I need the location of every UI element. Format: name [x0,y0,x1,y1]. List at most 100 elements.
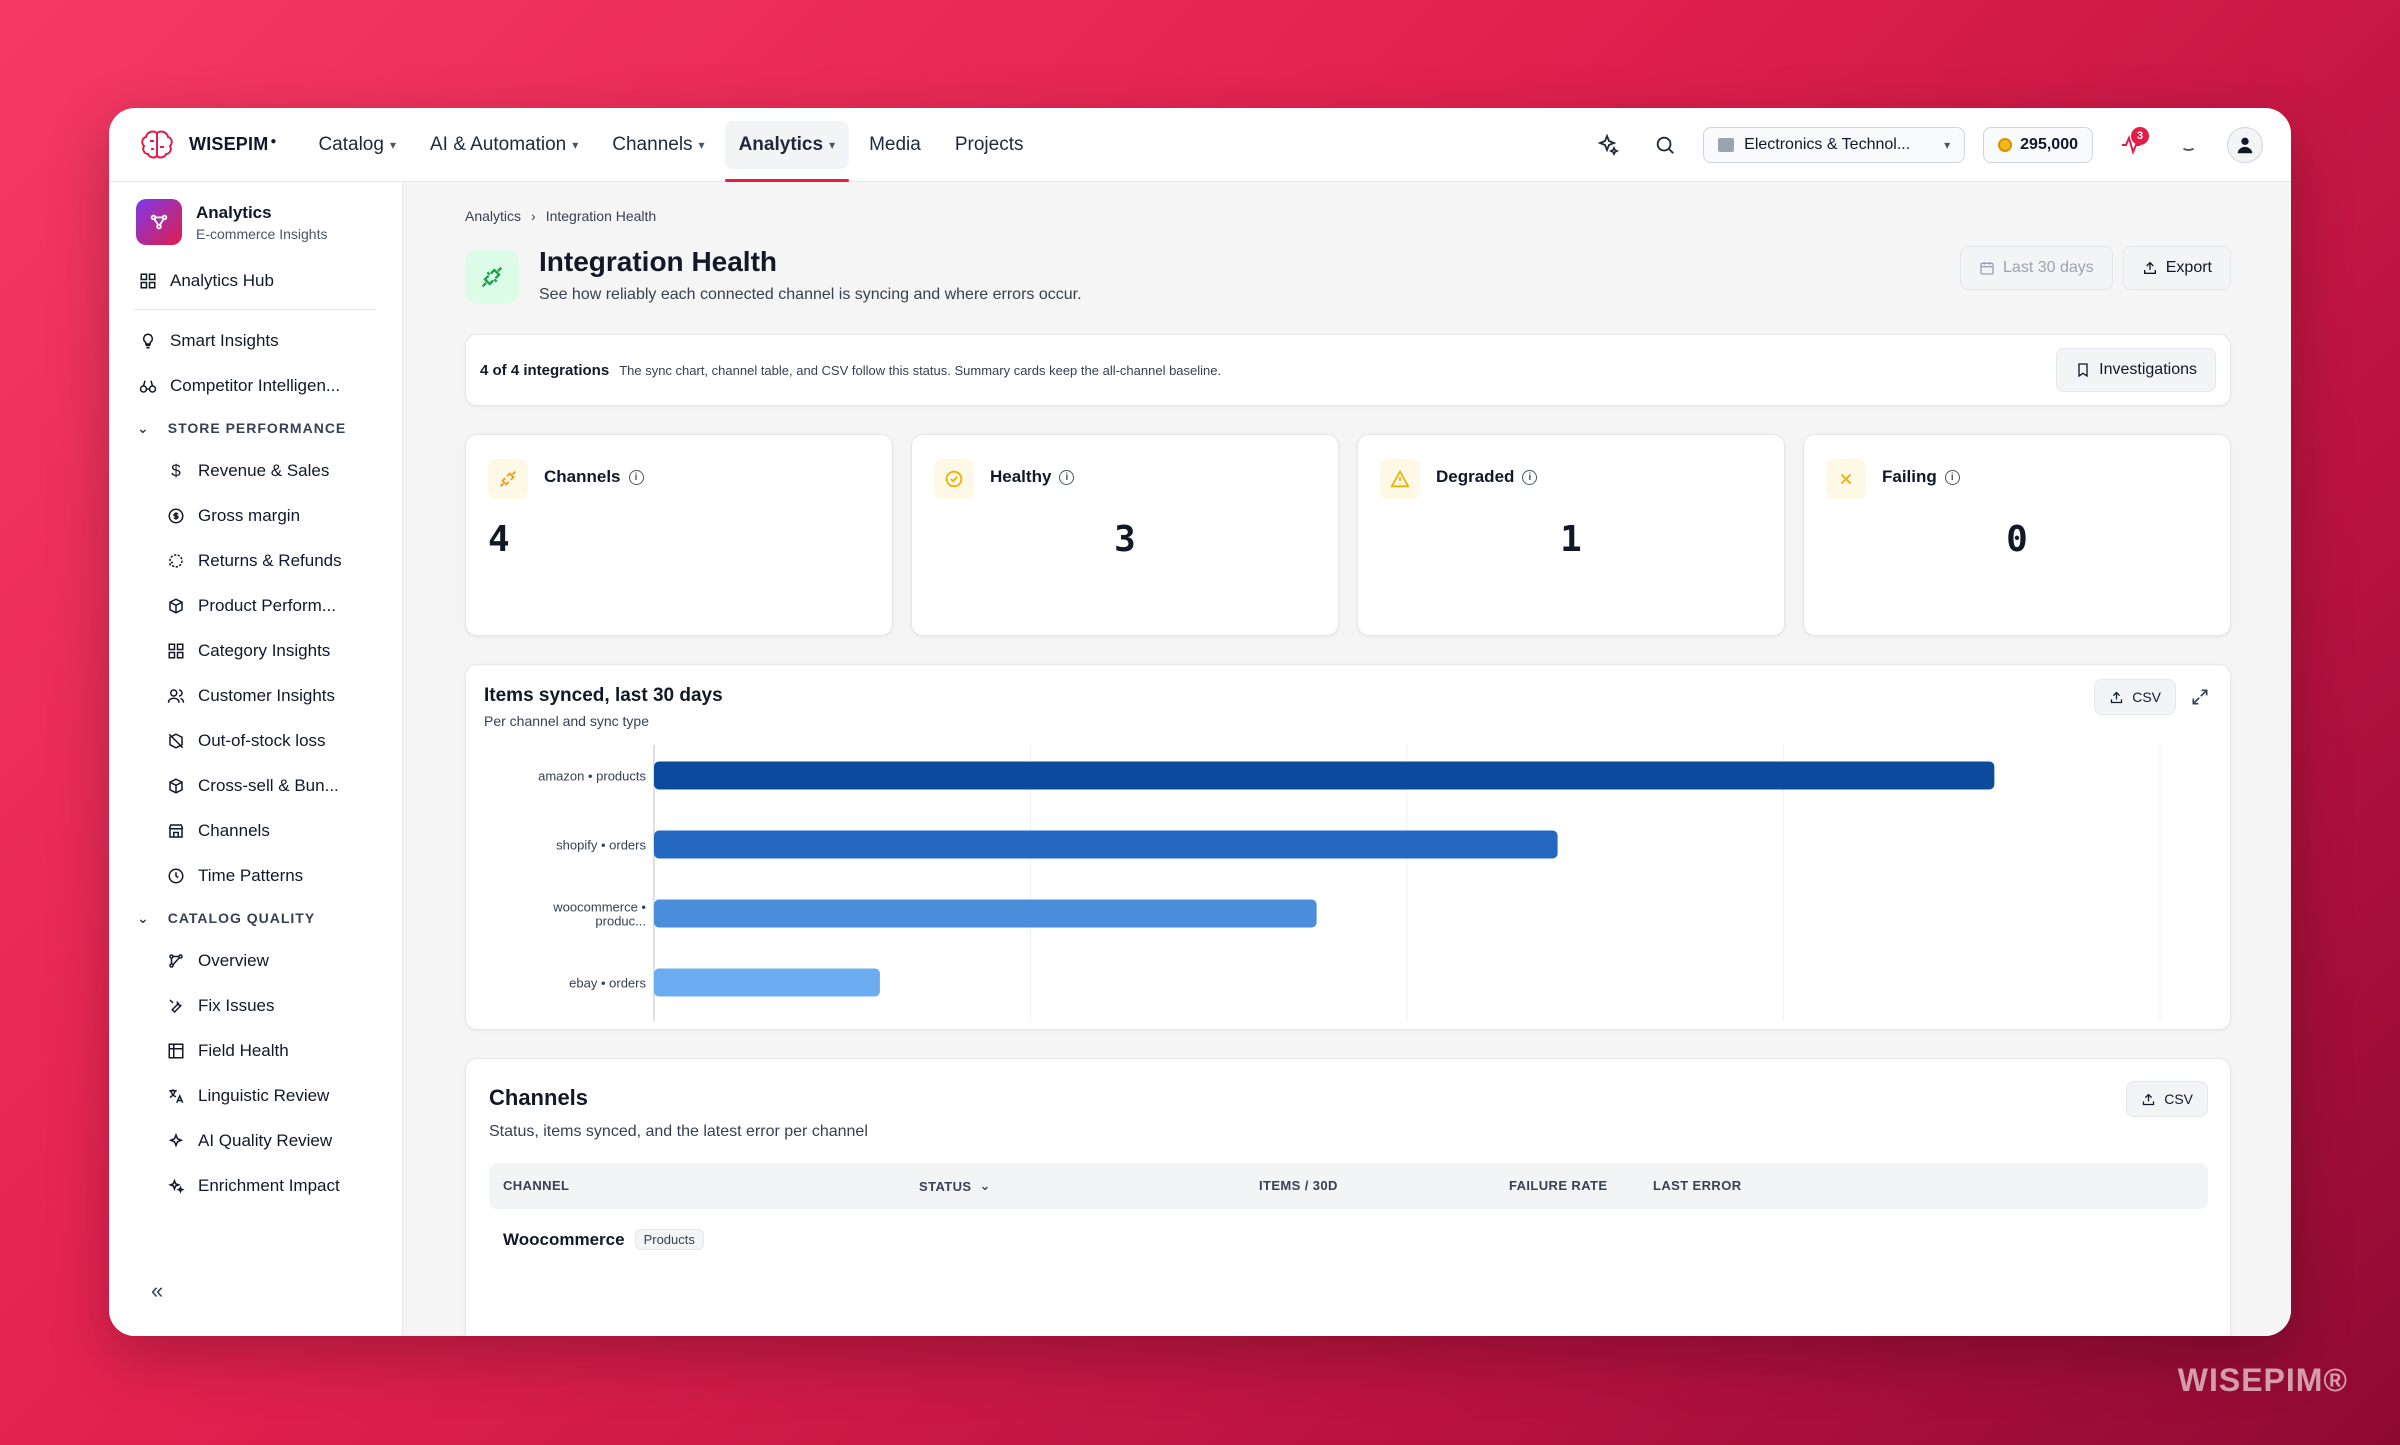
sidebar-item-customer-insights[interactable]: Customer Insights [109,673,402,718]
sidebar-item-smart-insights[interactable]: Smart Insights [109,318,402,363]
section-store-performance[interactable]: ⌄ STORE PERFORMANCE [109,408,402,448]
sparkle-icon [1597,133,1620,156]
export-button[interactable]: Export [2122,246,2231,290]
card-value: 0 [2006,519,2028,560]
sidebar-item-label: Customer Insights [198,685,335,705]
column-last-error[interactable]: LAST ERROR [1653,1178,1742,1193]
column-channel[interactable]: CHANNEL [503,1178,569,1193]
table-csv-button[interactable]: CSV [2126,1081,2208,1117]
sidebar-item-out-of-stock-loss[interactable]: Out-of-stock loss [109,718,402,763]
main-content: Analytics › Integration Health Integrati… [403,182,2291,1336]
section-label: CATALOG QUALITY [167,910,316,926]
sidebar-item-category-insights[interactable]: Category Insights [109,628,402,673]
sidebar-item-product-performance[interactable]: Product Perform... [109,583,402,628]
sidebar-item-fix-issues[interactable]: Fix Issues [109,983,402,1028]
column-status[interactable]: STATUS ⌄ [919,1178,991,1194]
workspace-name: Electronics & Technol... [1744,135,1911,153]
section-label: STORE PERFORMANCE [167,420,347,436]
card-label: Healthy i [990,467,1075,487]
bar-0[interactable] [654,761,1995,790]
sidebar-header[interactable]: Analytics E-commerce Insights [109,198,402,246]
card-healthy: Healthy i 3 [911,434,1339,636]
breadcrumb-analytics[interactable]: Analytics [465,208,522,224]
bar-1[interactable] [654,830,1558,859]
registered-mark: ● [270,136,277,147]
ai-sparkle-button[interactable] [1587,125,1627,165]
sidebar-item-revenue-sales[interactable]: $ Revenue & Sales [109,448,402,493]
upload-icon [2111,691,2123,703]
sidebar-item-field-health[interactable]: Field Health [109,1028,402,1073]
investigations-label: Investigations [2099,361,2197,378]
sidebar-item-label: Time Patterns [198,865,304,885]
sidebar-item-label: Smart Insights [170,330,279,350]
sidebar-item-enrichment-impact[interactable]: Enrichment Impact [109,1163,402,1208]
category-label-0: amazon • products [538,769,646,784]
dollar-circle-icon [166,506,186,526]
sidebar-item-label: Returns & Refunds [198,550,342,570]
info-icon[interactable]: i [1059,469,1075,485]
sidebar-item-analytics-hub[interactable]: Analytics Hub [109,258,402,303]
nav-media[interactable]: Media [855,121,935,169]
section-catalog-quality[interactable]: ⌄ CATALOG QUALITY [109,898,402,938]
info-icon[interactable]: i [628,469,644,485]
chevron-down-icon: ▾ [1944,137,1951,152]
sidebar-item-returns-refunds[interactable]: Returns & Refunds [109,538,402,583]
chevron-down-icon: ▾ [698,137,705,152]
workspace-selector[interactable]: Electronics & Technol... ▾ [1703,126,1966,163]
nav-analytics-label: Analytics [738,133,824,155]
bar-2[interactable] [654,899,1317,928]
nav-projects[interactable]: Projects [941,121,1038,169]
card-label-text: Degraded [1436,467,1515,486]
card-value: 4 [488,519,510,560]
sidebar-item-ai-quality-review[interactable]: AI Quality Review [109,1118,402,1163]
chevron-right-icon: › [531,208,536,224]
nav-analytics[interactable]: Analytics ▾ [724,120,850,182]
header-actions: Last 30 days Export [1960,246,2231,290]
card-value: 1 [1560,519,1582,560]
sidebar-item-competitor-intelligence[interactable]: Competitor Intelligen... [109,363,402,408]
user-avatar[interactable] [2227,126,2263,163]
nav-channels[interactable]: Channels ▾ [598,121,718,169]
credits-balance[interactable]: 295,000 [1983,126,2093,163]
sidebar: Analytics E-commerce Insights Analytics … [109,182,403,1336]
chevron-down-icon: ⌄ [979,1178,991,1193]
sparkles-icon [166,1176,186,1196]
nav-ai-automation[interactable]: AI & Automation ▾ [416,121,592,169]
table-row[interactable]: Woocommerce Products [503,1229,704,1250]
sidebar-item-overview[interactable]: Overview [109,938,402,983]
search-button[interactable] [1645,125,1685,165]
sidebar-item-linguistic-review[interactable]: Linguistic Review [109,1073,402,1118]
app-window: WISEPIM ● Catalog ▾ AI & Automation ▾ Ch… [109,108,2291,1336]
column-items[interactable]: ITEMS / 30D [1259,1178,1338,1193]
page-title: Integration Health [539,246,778,277]
card-label: Channels i [544,467,644,487]
info-icon[interactable]: i [1522,469,1538,485]
breadcrumb: Analytics › Integration Health [465,208,656,224]
sidebar-item-cross-sell[interactable]: Cross-sell & Bun... [109,763,402,808]
column-label: FAILURE RATE [1509,1178,1608,1193]
bar-chart-svg: amazon • products shopify • orders woocomm… [538,745,2161,1021]
credits-value: 295,000 [2020,135,2078,153]
date-range-button[interactable]: Last 30 days [1960,246,2113,290]
nav-catalog[interactable]: Catalog ▾ [304,121,410,169]
sidebar-item-channels[interactable]: Channels [109,808,402,853]
sparkle-icon [166,1131,186,1151]
category-label-3: ebay • orders [569,976,646,991]
info-icon[interactable]: i [1944,469,1960,485]
package-off-icon [166,731,186,751]
theme-toggle[interactable] [2169,125,2209,165]
activity-button[interactable]: 3 [2111,125,2151,165]
collapse-sidebar-button[interactable]: « [151,1278,164,1303]
moon-icon [2182,147,2195,151]
sidebar-item-label: Analytics Hub [170,270,274,290]
column-failure-rate[interactable]: FAILURE RATE [1509,1178,1607,1193]
chart-actions: CSV [2094,679,2210,715]
chevron-down-icon: ▾ [389,137,396,152]
chart-csv-button[interactable]: CSV [2094,679,2176,715]
logo[interactable]: WISEPIM ● [137,125,276,165]
bar-3[interactable] [654,968,880,997]
sidebar-item-gross-margin[interactable]: Gross margin [109,493,402,538]
investigations-button[interactable]: Investigations [2056,348,2216,392]
sidebar-item-time-patterns[interactable]: Time Patterns [109,853,402,898]
expand-icon[interactable] [2190,687,2210,707]
